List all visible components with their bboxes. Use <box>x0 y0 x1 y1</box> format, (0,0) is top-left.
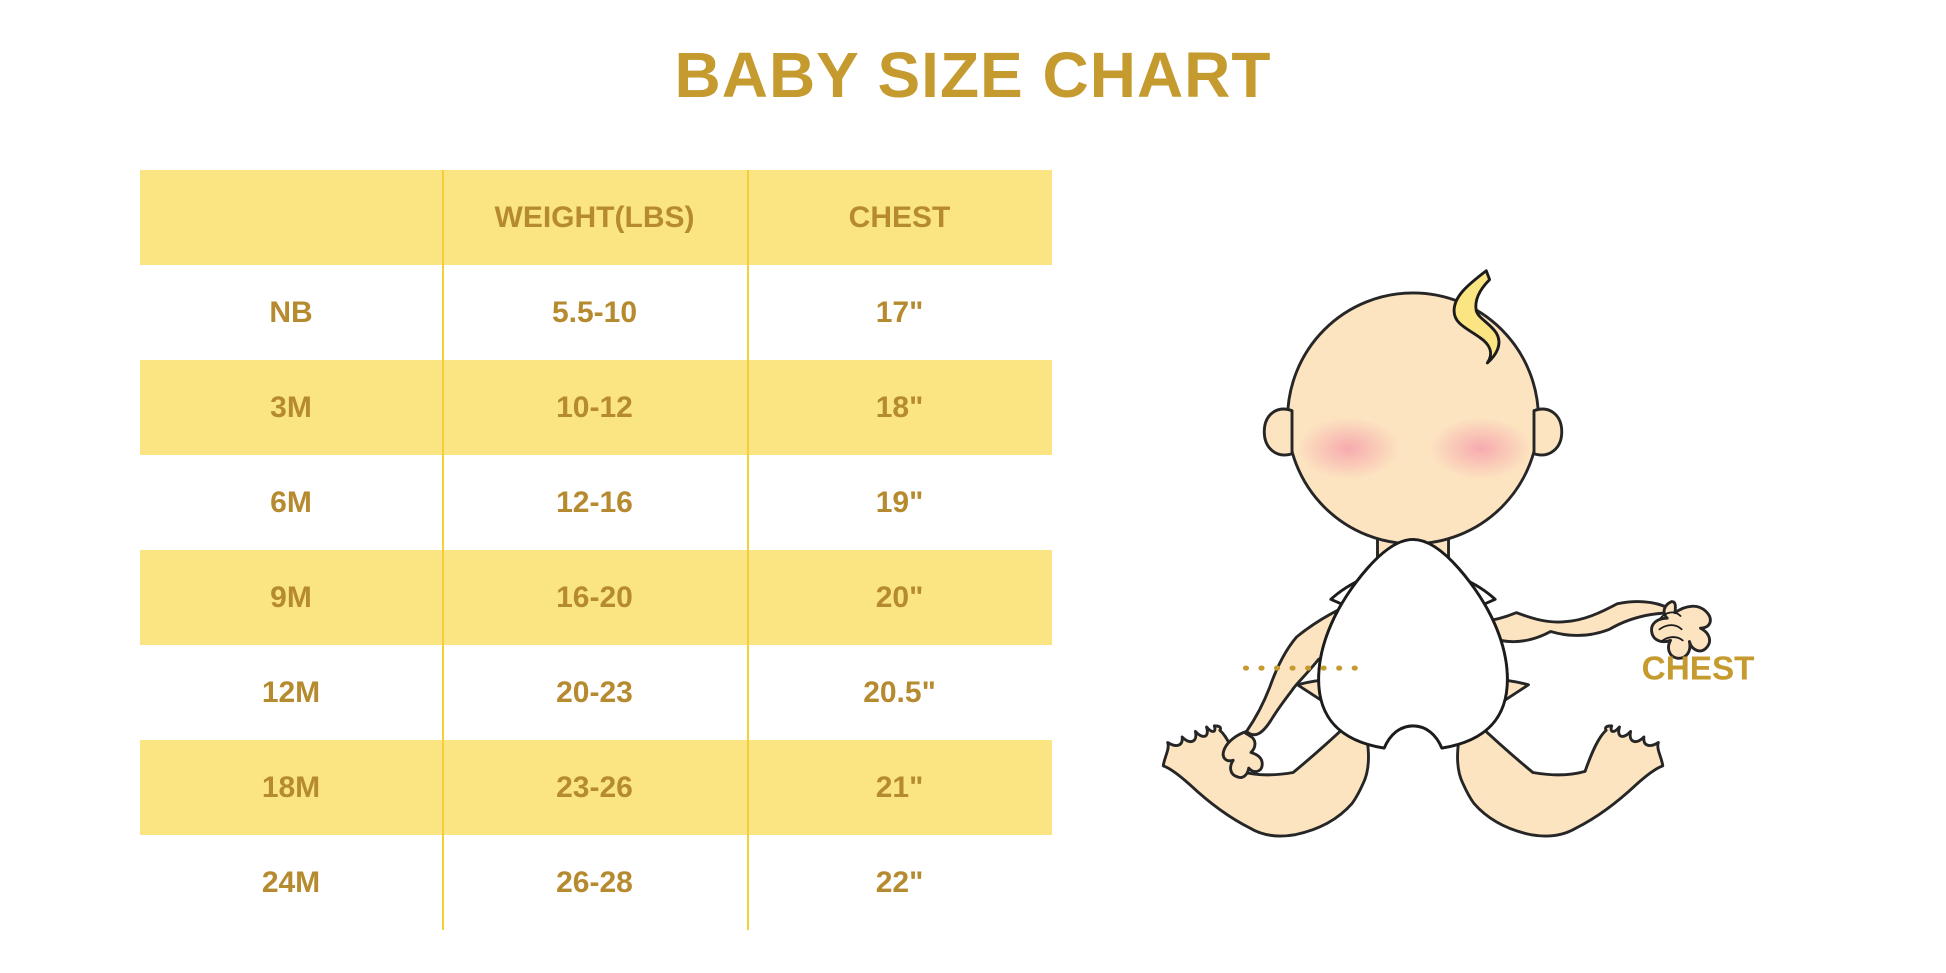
svg-text:CHEST: CHEST <box>1642 650 1755 687</box>
